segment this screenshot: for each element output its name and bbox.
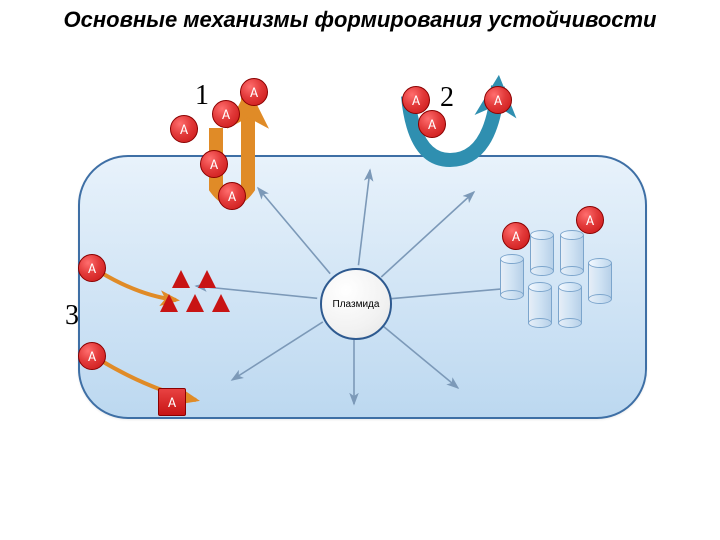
antibiotic-marker: А	[170, 115, 198, 143]
cylinder	[500, 254, 524, 300]
antibiotic-marker: А	[402, 86, 430, 114]
label-mech-1: 1	[195, 80, 209, 112]
diagram-canvas: Основные механизмы формирования устойчив…	[0, 0, 720, 540]
triangle-marker	[172, 270, 190, 288]
antibiotic-marker: А	[78, 254, 106, 282]
cylinder	[558, 282, 582, 328]
antibiotic-marker: А	[200, 150, 228, 178]
square-marker-label: А	[168, 394, 176, 411]
antibiotic-marker: А	[212, 100, 240, 128]
diagram-title: Основные механизмы формирования устойчив…	[0, 6, 720, 34]
plasmid-node: Плазмида	[320, 268, 392, 340]
antibiotic-marker: А	[484, 86, 512, 114]
mech3-square-marker: А	[158, 388, 186, 416]
antibiotic-marker: А	[418, 110, 446, 138]
triangle-marker	[160, 294, 178, 312]
cylinder	[530, 230, 554, 276]
plasmid-label: Плазмида	[333, 299, 380, 310]
triangle-marker	[186, 294, 204, 312]
cylinder	[528, 282, 552, 328]
antibiotic-marker: А	[218, 182, 246, 210]
triangle-marker	[212, 294, 230, 312]
antibiotic-marker: А	[240, 78, 268, 106]
triangle-marker	[198, 270, 216, 288]
label-mech-2: 2	[440, 82, 454, 114]
antibiotic-marker: А	[78, 342, 106, 370]
cylinder	[560, 230, 584, 276]
cylinder	[588, 258, 612, 304]
label-mech-3: 3	[65, 300, 79, 332]
antibiotic-marker: А	[502, 222, 530, 250]
antibiotic-marker: А	[576, 206, 604, 234]
